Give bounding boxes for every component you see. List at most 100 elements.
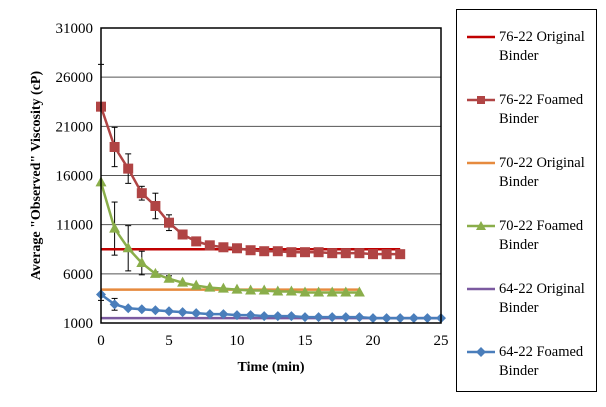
data-point-triangle xyxy=(122,242,134,253)
data-point-diamond xyxy=(368,313,378,324)
data-point-diamond xyxy=(300,312,310,323)
y-tick-label: 1000 xyxy=(63,316,93,332)
x-axis-title: Time (min) xyxy=(237,360,304,375)
x-tick-label: 10 xyxy=(230,333,245,349)
data-point-square xyxy=(368,249,378,260)
legend-line-icon xyxy=(467,161,495,165)
data-point-diamond xyxy=(136,304,147,315)
data-point-square xyxy=(191,236,202,247)
y-tick-label: 31000 xyxy=(56,21,94,37)
data-point-square xyxy=(232,243,242,254)
data-point-triangle xyxy=(272,285,284,296)
data-point-square xyxy=(381,249,392,260)
legend-item-70-22-foamed: 70-22 Foamed Binder xyxy=(465,218,595,259)
legend-label: 64-22 Foamed xyxy=(499,344,584,360)
legend-label: 70-22 Original xyxy=(499,155,585,171)
data-point-diamond xyxy=(123,303,134,314)
data-point-square xyxy=(300,247,310,258)
data-point-triangle xyxy=(353,286,365,297)
data-point-square xyxy=(340,248,351,259)
data-point-triangle xyxy=(204,281,216,292)
data-point-diamond xyxy=(422,313,433,324)
legend-label-line2: Binder xyxy=(499,300,539,316)
data-point-diamond xyxy=(109,299,120,310)
data-point-triangle xyxy=(109,222,121,233)
x-tick-label: 25 xyxy=(434,333,449,349)
data-point-square xyxy=(164,217,174,228)
data-point-diamond xyxy=(286,311,297,322)
data-point-diamond xyxy=(177,307,188,318)
data-point-diamond xyxy=(164,306,174,317)
gridlines xyxy=(101,76,441,275)
legend-label: 70-22 Foamed xyxy=(499,218,584,234)
data-point-square xyxy=(204,240,215,251)
data-point-diamond xyxy=(150,305,161,316)
x-axis-ticks: 0 5 10 15 20 25 xyxy=(97,333,448,349)
x-tick-label: 5 xyxy=(165,333,173,349)
series-markers xyxy=(95,101,446,324)
data-point-square xyxy=(286,247,297,258)
data-point-square xyxy=(327,248,338,259)
data-point-diamond xyxy=(313,312,324,323)
data-point-square xyxy=(245,245,256,256)
data-point-diamond xyxy=(381,313,392,324)
data-point-triangle xyxy=(217,282,229,293)
data-point-square xyxy=(313,247,324,258)
data-point-square xyxy=(354,248,365,259)
data-point-square xyxy=(136,188,147,199)
x-tick-label: 20 xyxy=(366,333,381,349)
series-line xyxy=(99,106,401,256)
data-point-triangle xyxy=(340,286,352,297)
data-point-diamond xyxy=(272,311,283,322)
data-point-triangle xyxy=(231,283,243,294)
y-axis-title: Average "Observed" Viscosity (cP) xyxy=(29,71,44,281)
data-point-triangle xyxy=(326,286,338,297)
data-point-square xyxy=(177,229,188,240)
legend-label-line2: Binder xyxy=(499,363,539,379)
data-point-square xyxy=(123,163,134,174)
data-point-diamond xyxy=(191,308,202,319)
data-point-diamond xyxy=(232,310,242,321)
legend-label-line2: Binder xyxy=(499,174,539,190)
legend-label: 76-22 Foamed xyxy=(499,92,584,108)
x-tick-label: 15 xyxy=(298,333,313,349)
data-point-diamond xyxy=(408,313,419,324)
data-point-triangle xyxy=(245,284,257,295)
y-tick-label: 16000 xyxy=(56,169,94,185)
data-point-diamond xyxy=(327,312,338,323)
data-point-diamond xyxy=(259,311,270,322)
data-point-square xyxy=(259,246,270,257)
legend-square-marker-icon xyxy=(467,96,495,104)
data-point-triangle xyxy=(258,284,270,295)
legend-diamond-marker-icon xyxy=(467,347,495,357)
series-line xyxy=(99,182,360,294)
x-tick-label: 0 xyxy=(97,333,105,349)
viscosity-chart: 1000 6000 11000 16000 21000 26000 31000 0 5 10 15… xyxy=(29,21,449,375)
data-point-triangle xyxy=(299,286,311,297)
data-point-diamond xyxy=(204,309,215,320)
data-point-triangle xyxy=(313,286,325,297)
data-point-square xyxy=(272,246,283,257)
data-point-triangle xyxy=(190,279,202,290)
data-point-square xyxy=(218,242,229,253)
series-lines xyxy=(99,106,441,320)
legend-label: 64-22 Original xyxy=(499,281,585,297)
data-point-diamond xyxy=(354,312,365,323)
y-tick-label: 26000 xyxy=(56,70,94,86)
y-tick-label: 6000 xyxy=(63,267,93,283)
legend-item-70-22-original: 70-22 Original Binder xyxy=(465,155,595,196)
legend-item-76-22-original: 76-22 Original Binder xyxy=(465,29,595,70)
data-point-square xyxy=(150,200,161,211)
legend-label-line2: Binder xyxy=(499,111,539,127)
data-point-diamond xyxy=(395,313,406,324)
y-tick-label: 11000 xyxy=(56,218,93,234)
data-point-square xyxy=(109,141,120,152)
legend-triangle-marker-icon xyxy=(467,221,495,230)
data-point-triangle xyxy=(285,285,297,296)
data-point-diamond xyxy=(245,310,256,321)
data-point-triangle xyxy=(136,257,148,268)
series-line xyxy=(100,293,441,320)
legend-item-64-22-foamed: 64-22 Foamed Binder xyxy=(465,344,595,385)
legend-label-line2: Binder xyxy=(499,48,539,64)
plot-area-frame xyxy=(100,27,442,324)
